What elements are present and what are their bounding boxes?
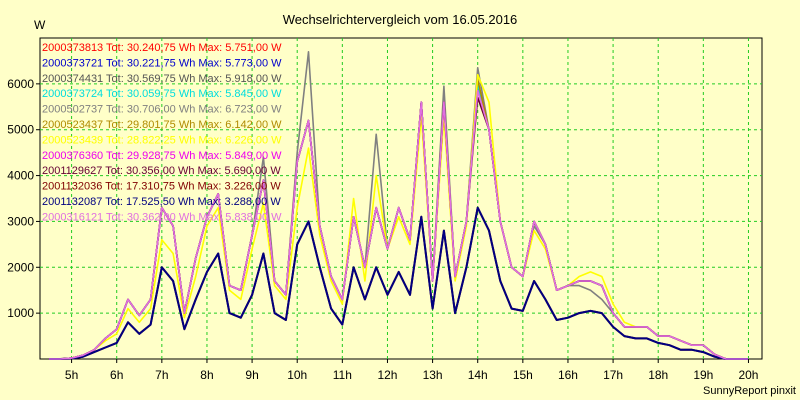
x-tick-label-1: 6h bbox=[110, 368, 123, 382]
x-tick-label-7: 12h bbox=[377, 368, 397, 382]
y-tick-label-5: 6000 bbox=[7, 77, 34, 91]
y-tick-label-2: 3000 bbox=[7, 214, 34, 228]
y-tick-label-4: 5000 bbox=[7, 123, 34, 137]
x-tick-label-12: 17h bbox=[603, 368, 623, 382]
legend-entry-3: 2000373724 Tot: 30.059,75 Wh Max: 5.845,… bbox=[42, 88, 282, 100]
legend-entry-6: 2000523439 Tot: 28.822,25 Wh Max: 6.226,… bbox=[42, 134, 282, 146]
x-tick-label-10: 15h bbox=[513, 368, 533, 382]
x-tick-label-13: 18h bbox=[648, 368, 668, 382]
legend: 2000373813 Tot: 30.240,75 Wh Max: 5.751,… bbox=[42, 42, 282, 223]
legend-entry-10: 2001132087 Tot: 17.525,50 Wh Max: 3.288,… bbox=[42, 196, 281, 208]
legend-entry-8: 2001129627 Tot: 30.356,00 Wh Max: 5.690,… bbox=[42, 165, 281, 177]
y-tick-label-3: 4000 bbox=[7, 169, 34, 183]
series-line-11 bbox=[49, 89, 749, 360]
x-tick-label-9: 14h bbox=[468, 368, 488, 382]
series-line-10 bbox=[49, 206, 749, 360]
legend-entry-0: 2000373813 Tot: 30.240,75 Wh Max: 5.751,… bbox=[42, 42, 282, 54]
x-tick-label-8: 13h bbox=[423, 368, 443, 382]
y-tick-label-1: 2000 bbox=[7, 260, 34, 274]
legend-entry-2: 2000374431 Tot: 30.569,75 Wh Max: 5.918,… bbox=[42, 73, 282, 85]
grid bbox=[40, 38, 762, 359]
x-tick-label-6: 11h bbox=[333, 368, 352, 382]
y-axis-label: W bbox=[34, 18, 46, 32]
legend-entry-7: 2000376360 Tot: 29.928,75 Wh Max: 5.849,… bbox=[42, 150, 282, 162]
legend-entry-1: 2000373721 Tot: 30.221,75 Wh Max: 5.773,… bbox=[42, 57, 282, 69]
x-tick-label-5: 10h bbox=[287, 368, 307, 382]
x-tick-label-14: 19h bbox=[693, 368, 713, 382]
x-tick-label-11: 16h bbox=[558, 368, 578, 382]
legend-entry-11: 2000316121 Tot: 30.362,00 Wh Max: 5.838,… bbox=[42, 211, 282, 223]
y-tick-label-0: 1000 bbox=[7, 306, 34, 320]
axes: 1000 2000 3000 4000 5000 6000 5h 6h 7h 8h 9h 10h 11h… bbox=[7, 77, 758, 382]
legend-entry-9: 2001132036 Tot: 17.310,75 Wh Max: 3.226,… bbox=[42, 181, 281, 193]
plot-frame bbox=[39, 37, 763, 360]
x-tick-label-2: 7h bbox=[155, 368, 168, 382]
x-tick-label-0: 5h bbox=[65, 368, 78, 382]
series-group bbox=[49, 50, 749, 360]
series-line-6 bbox=[49, 73, 749, 360]
legend-entry-4: 2000502737 Tot: 30.706,00 Wh Max: 6.723,… bbox=[42, 104, 282, 116]
x-tick-label-15: 20h bbox=[738, 368, 758, 382]
footer-credit: SunnyReport pinxit bbox=[703, 385, 796, 397]
chart-title: Wechselrichtervergleich vom 16.05.2016 bbox=[283, 12, 518, 27]
legend-entry-5: 2000523437 Tot: 29.801,75 Wh Max: 6.142,… bbox=[42, 119, 282, 131]
x-tick-label-4: 9h bbox=[245, 368, 258, 382]
x-tick-label-3: 8h bbox=[200, 368, 213, 382]
